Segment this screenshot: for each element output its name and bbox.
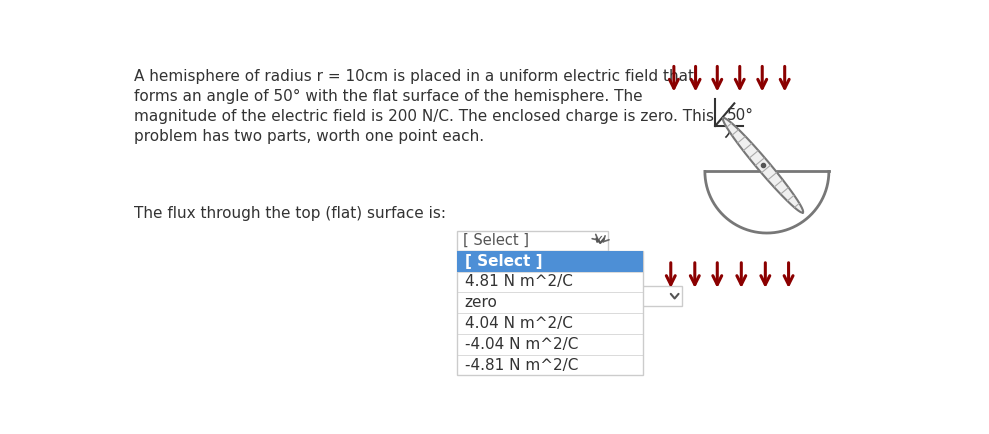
Polygon shape bbox=[723, 118, 803, 213]
Text: -4.81 N m^2/C: -4.81 N m^2/C bbox=[465, 358, 578, 372]
Text: ✓: ✓ bbox=[593, 234, 604, 247]
Text: -4.04 N m^2/C: -4.04 N m^2/C bbox=[465, 337, 578, 352]
Text: problem has two parts, worth one point each.: problem has two parts, worth one point e… bbox=[135, 129, 485, 144]
Text: [ Select ]: [ Select ] bbox=[465, 253, 542, 269]
Text: 4.04 N m^2/C: 4.04 N m^2/C bbox=[465, 316, 573, 331]
Text: zero: zero bbox=[465, 295, 497, 310]
Text: 50°: 50° bbox=[727, 108, 754, 123]
Text: [ Select ]: [ Select ] bbox=[463, 233, 529, 248]
Text: forms an angle of 50° with the flat surface of the hemisphere. The: forms an angle of 50° with the flat surf… bbox=[135, 89, 643, 104]
Text: A hemisphere of radius r = 10cm is placed in a uniform electric field that: A hemisphere of radius r = 10cm is place… bbox=[135, 69, 694, 84]
FancyBboxPatch shape bbox=[612, 286, 681, 306]
Text: magnitude of the electric field is 200 N/C. The enclosed charge is zero. This: magnitude of the electric field is 200 N… bbox=[135, 109, 714, 124]
Polygon shape bbox=[705, 171, 829, 233]
FancyBboxPatch shape bbox=[457, 251, 643, 272]
FancyBboxPatch shape bbox=[457, 231, 608, 251]
FancyBboxPatch shape bbox=[457, 251, 643, 375]
Text: The flux through the top (flat) surface is:: The flux through the top (flat) surface … bbox=[135, 206, 446, 221]
Text: 4.81 N m^2/C: 4.81 N m^2/C bbox=[465, 274, 573, 289]
